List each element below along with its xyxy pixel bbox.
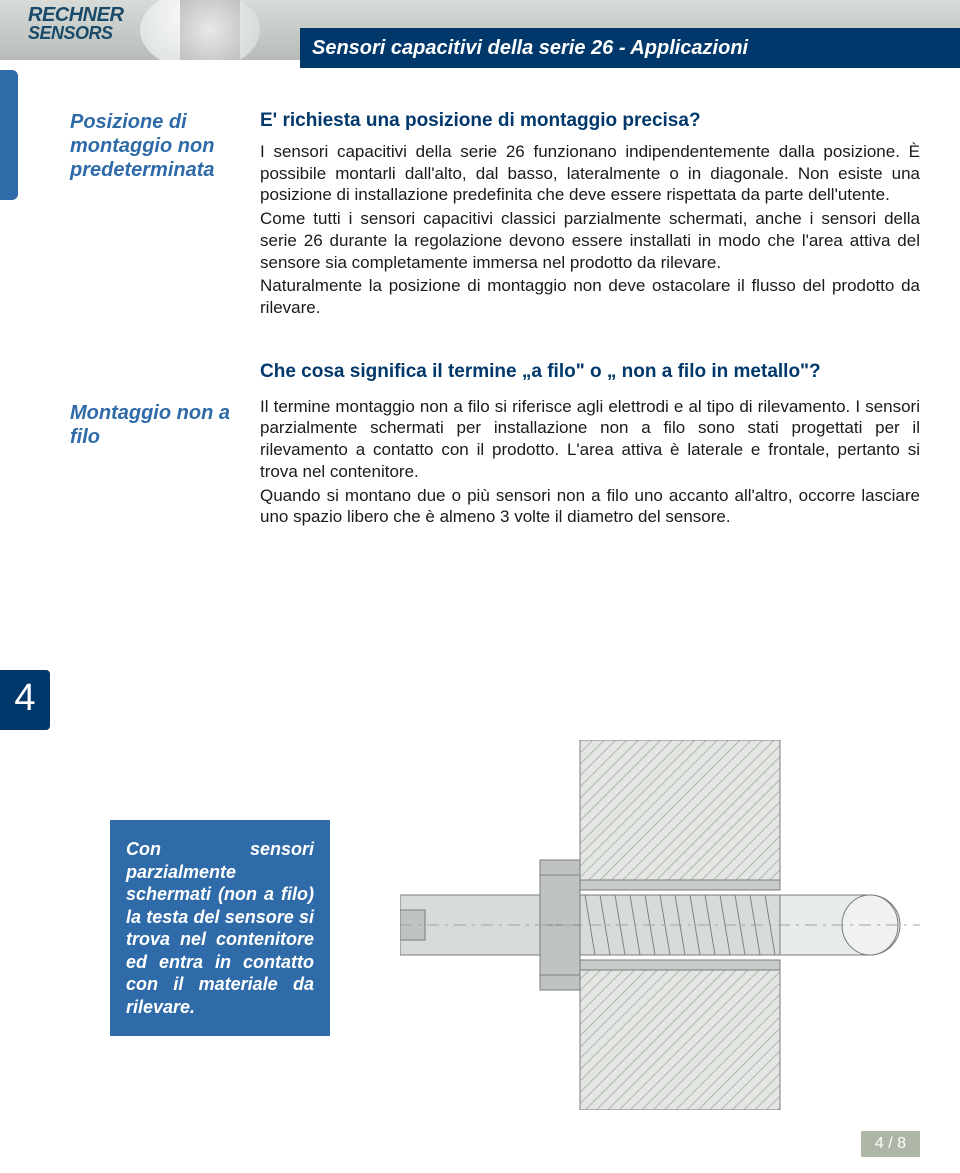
- sensor-photo: [180, 0, 240, 60]
- content-area: Posizione di montaggio non predeterminat…: [70, 110, 920, 530]
- section2-p1: Il termine montaggio non a filo si rifer…: [260, 396, 920, 483]
- brand-logo: RECHNER SENSORS: [28, 6, 123, 42]
- section1-heading: E' richiesta una posizione di montaggio …: [260, 110, 920, 133]
- section2-heading: Che cosa significa il termine „a filo" o…: [260, 361, 920, 384]
- side-label-1: Posizione di montaggio non predeterminat…: [70, 110, 250, 182]
- section-2-wrapper: Montaggio non a filo Che cosa significa …: [70, 361, 920, 530]
- section-2: Che cosa significa il termine „a filo" o…: [260, 361, 920, 528]
- side-tab-indicator: [0, 70, 18, 200]
- page-number: 4 / 8: [875, 1135, 906, 1152]
- section-1: E' richiesta una posizione di montaggio …: [260, 110, 920, 319]
- section1-p1: I sensori capacitivi della serie 26 funz…: [260, 141, 920, 206]
- section2-p2: Quando si montano due o più sensori non …: [260, 485, 920, 529]
- active-chapter-tab: 4: [0, 670, 50, 730]
- page-footer: 4 / 8: [861, 1131, 920, 1157]
- page-title: Sensori capacitivi della serie 26 - Appl…: [300, 28, 960, 68]
- page-header: RECHNER SENSORS Sensori capacitivi della…: [0, 0, 960, 70]
- side-label-2: Montaggio non a filo: [70, 401, 250, 449]
- section1-p3: Naturalmente la posizione di montaggio n…: [260, 275, 920, 319]
- bottom-area: Con sensori parzialmente schermati (non …: [70, 740, 920, 1110]
- sensor-diagram: [400, 740, 920, 1110]
- side-tabs: 4: [0, 70, 36, 1173]
- callout-box: Con sensori parzialmente schermati (non …: [110, 820, 330, 1036]
- callout-text: Con sensori parzialmente schermati (non …: [126, 839, 314, 1017]
- logo-line2: SENSORS: [28, 25, 123, 42]
- section1-p2: Come tutti i sensori capacitivi classici…: [260, 208, 920, 273]
